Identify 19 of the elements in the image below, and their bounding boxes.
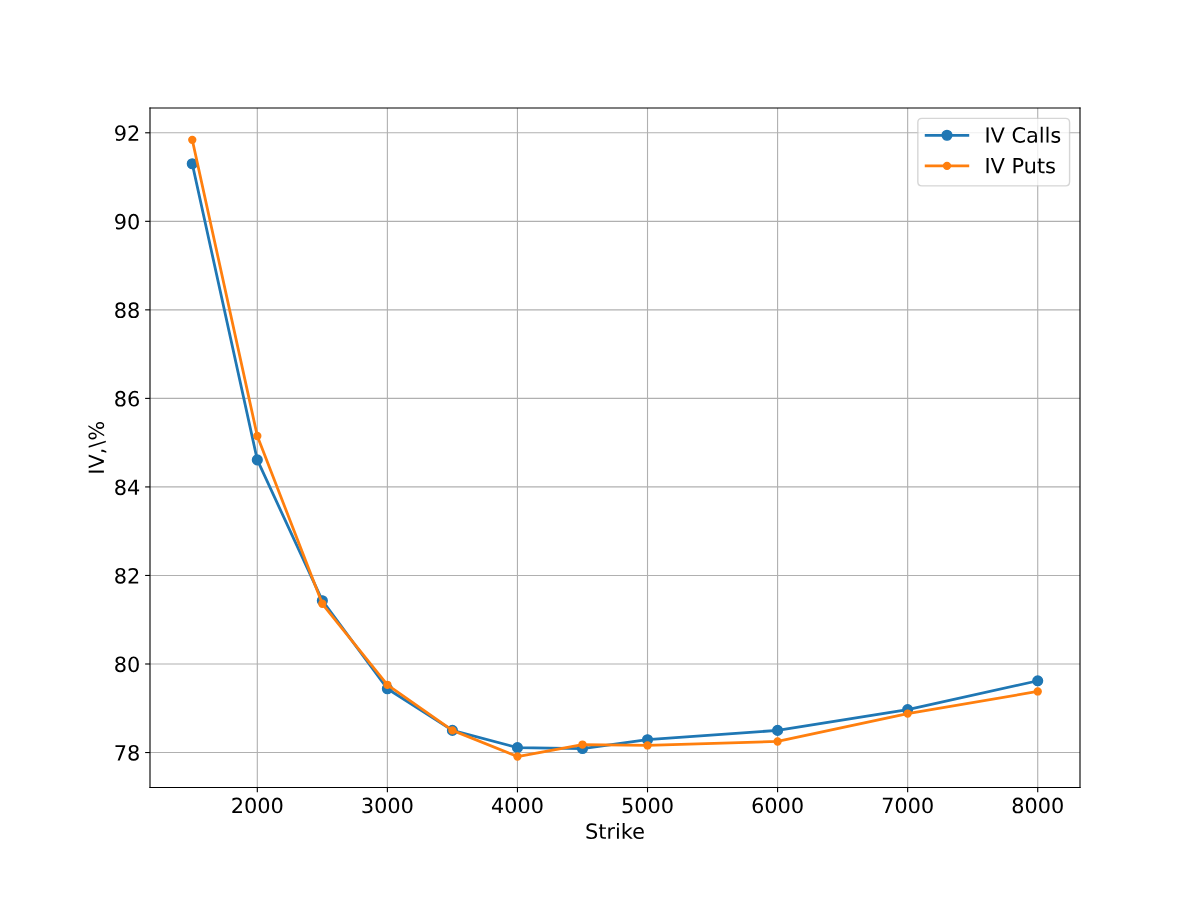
y-axis-title: IV,\% <box>88 421 107 473</box>
x-tick-label: 8000 <box>1012 797 1063 814</box>
legend-label: IV Calls <box>986 126 1061 143</box>
y-tick-label: 90 <box>115 213 139 230</box>
x-tick-label: 6000 <box>752 797 803 814</box>
x-tick-label: 3000 <box>362 797 413 814</box>
x-axis-title: Strike <box>586 822 644 840</box>
x-tick-label: 4000 <box>491 797 543 814</box>
y-tick-label: 88 <box>115 302 139 319</box>
y-tick-label: 84 <box>115 479 140 496</box>
legend-label: IV Puts <box>986 157 1055 174</box>
y-tick-label: 86 <box>115 390 139 407</box>
x-tick-label: 7000 <box>882 797 933 814</box>
y-tick-label: 78 <box>115 744 139 761</box>
x-tick-label: 5000 <box>622 797 673 814</box>
y-tick-label: 82 <box>115 567 139 584</box>
y-tick-label: 92 <box>115 125 139 141</box>
y-tick-label: 80 <box>115 656 139 673</box>
x-tick-label: 2000 <box>232 797 283 814</box>
